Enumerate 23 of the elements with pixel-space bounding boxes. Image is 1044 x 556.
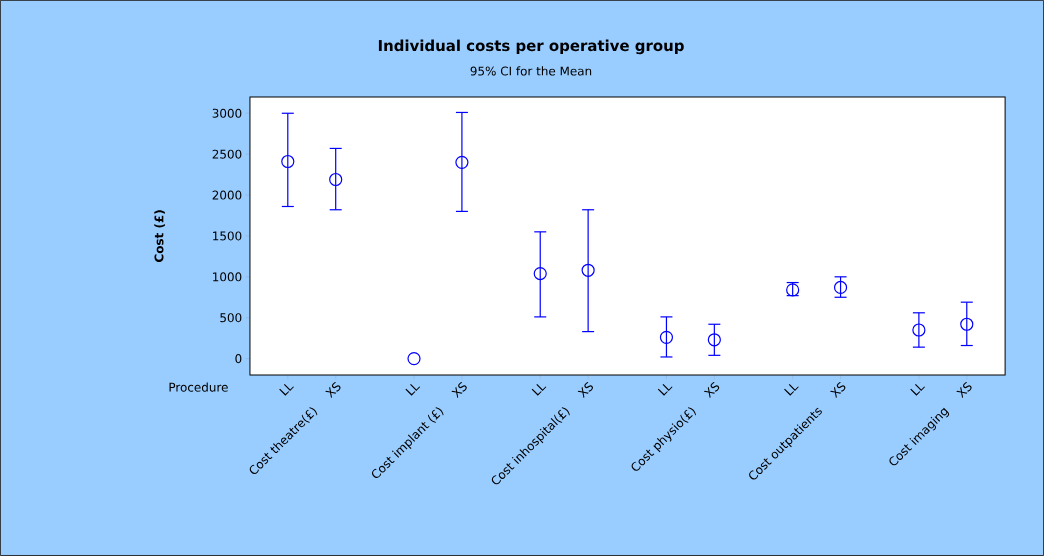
y-tick-label: 1500: [213, 231, 242, 241]
x-tick-label: LL: [784, 383, 799, 396]
y-tick-label: 0: [235, 354, 242, 364]
chart-title: Individual costs per operative group: [378, 39, 684, 55]
x-tick-label: XS: [703, 382, 720, 399]
x-tick-label: LL: [405, 383, 421, 396]
x-axis-title: Procedure: [169, 382, 228, 392]
y-tick-label: 2500: [212, 149, 242, 159]
y-tick-label: 2000: [212, 190, 242, 200]
y-tick-label: 500: [220, 313, 242, 323]
x-tick-label: LL: [279, 383, 294, 396]
chart-subtitle: 95% CI for the Mean: [470, 66, 592, 76]
x-tick-label: XS: [956, 382, 972, 399]
x-tick-label: LL: [531, 383, 547, 396]
x-tick-label: LL: [910, 383, 925, 396]
y-tick-label: 1000: [213, 272, 242, 282]
x-tick-label: XS: [451, 382, 467, 399]
x-tick-label: LL: [657, 383, 673, 396]
y-axis-title: Cost (£): [154, 210, 165, 262]
x-tick-label: XS: [830, 382, 846, 399]
y-tick-label: 3000: [212, 108, 242, 118]
x-tick-label: XS: [325, 382, 341, 399]
x-tick-label: XS: [577, 382, 593, 399]
